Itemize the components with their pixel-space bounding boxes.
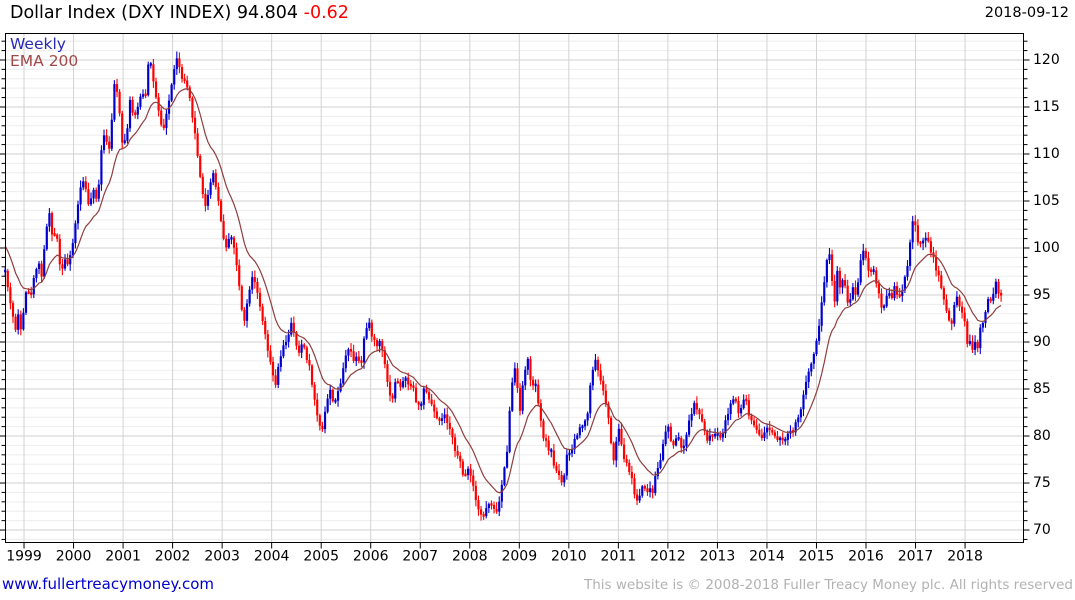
- chart-title: Dollar Index (DXY INDEX) 94.804 -0.62: [10, 3, 349, 23]
- svg-text:2013: 2013: [700, 549, 736, 565]
- svg-text:2006: 2006: [353, 549, 389, 565]
- instrument-name-and-price: Dollar Index (DXY INDEX) 94.804: [10, 3, 299, 23]
- weekly-price-bars: [4, 51, 1003, 521]
- axis-ticks: [0, 40, 1030, 549]
- svg-text:75: 75: [1033, 475, 1051, 491]
- svg-text:2008: 2008: [452, 549, 488, 565]
- svg-text:2007: 2007: [402, 549, 438, 565]
- svg-text:2010: 2010: [551, 549, 587, 565]
- gridlines-minor: [5, 40, 1024, 540]
- svg-text:2011: 2011: [601, 549, 637, 565]
- gridlines-major: [5, 33, 1024, 543]
- plot-border: [5, 33, 1024, 543]
- legend-ema-label: EMA 200: [10, 52, 79, 70]
- price-change: -0.62: [303, 3, 349, 23]
- svg-text:100: 100: [1033, 240, 1060, 256]
- chart-date: 2018-09-12: [984, 5, 1069, 21]
- svg-text:2002: 2002: [155, 549, 191, 565]
- svg-text:2017: 2017: [898, 549, 934, 565]
- ema-200-line: [4, 88, 1002, 494]
- x-axis-labels: 1999 2000 2001 2002 2003 2004 2005 2006 2007 2008…: [6, 549, 983, 565]
- svg-text:2012: 2012: [650, 549, 686, 565]
- svg-text:2001: 2001: [105, 549, 141, 565]
- website-link[interactable]: www.fullertreacymoney.com: [2, 575, 215, 593]
- svg-text:90: 90: [1033, 334, 1051, 350]
- svg-text:2016: 2016: [848, 549, 884, 565]
- svg-text:2015: 2015: [799, 549, 835, 565]
- svg-text:2003: 2003: [204, 549, 240, 565]
- y-axis-labels: 70 75 80 85 90 95 100 105 110 115 120: [1033, 52, 1060, 538]
- svg-text:2000: 2000: [56, 549, 92, 565]
- svg-text:1999: 1999: [6, 549, 42, 565]
- legend-series-label: Weekly: [10, 35, 66, 53]
- svg-text:85: 85: [1033, 381, 1051, 397]
- svg-text:2004: 2004: [254, 549, 290, 565]
- svg-text:2005: 2005: [303, 549, 339, 565]
- svg-text:105: 105: [1033, 193, 1060, 209]
- svg-text:2009: 2009: [501, 549, 537, 565]
- svg-text:95: 95: [1033, 287, 1051, 303]
- svg-text:2018: 2018: [947, 549, 983, 565]
- svg-text:115: 115: [1033, 99, 1060, 115]
- price-chart[interactable]: 70 75 80 85 90 95 100 105 110 115 120 1999 2000 2001…: [0, 0, 1075, 570]
- svg-text:70: 70: [1033, 522, 1051, 538]
- svg-text:80: 80: [1033, 428, 1051, 444]
- svg-text:120: 120: [1033, 52, 1060, 68]
- copyright-notice: This website is © 2008-2018 Fuller Treac…: [584, 577, 1073, 593]
- svg-text:2014: 2014: [749, 549, 785, 565]
- svg-text:110: 110: [1033, 146, 1060, 162]
